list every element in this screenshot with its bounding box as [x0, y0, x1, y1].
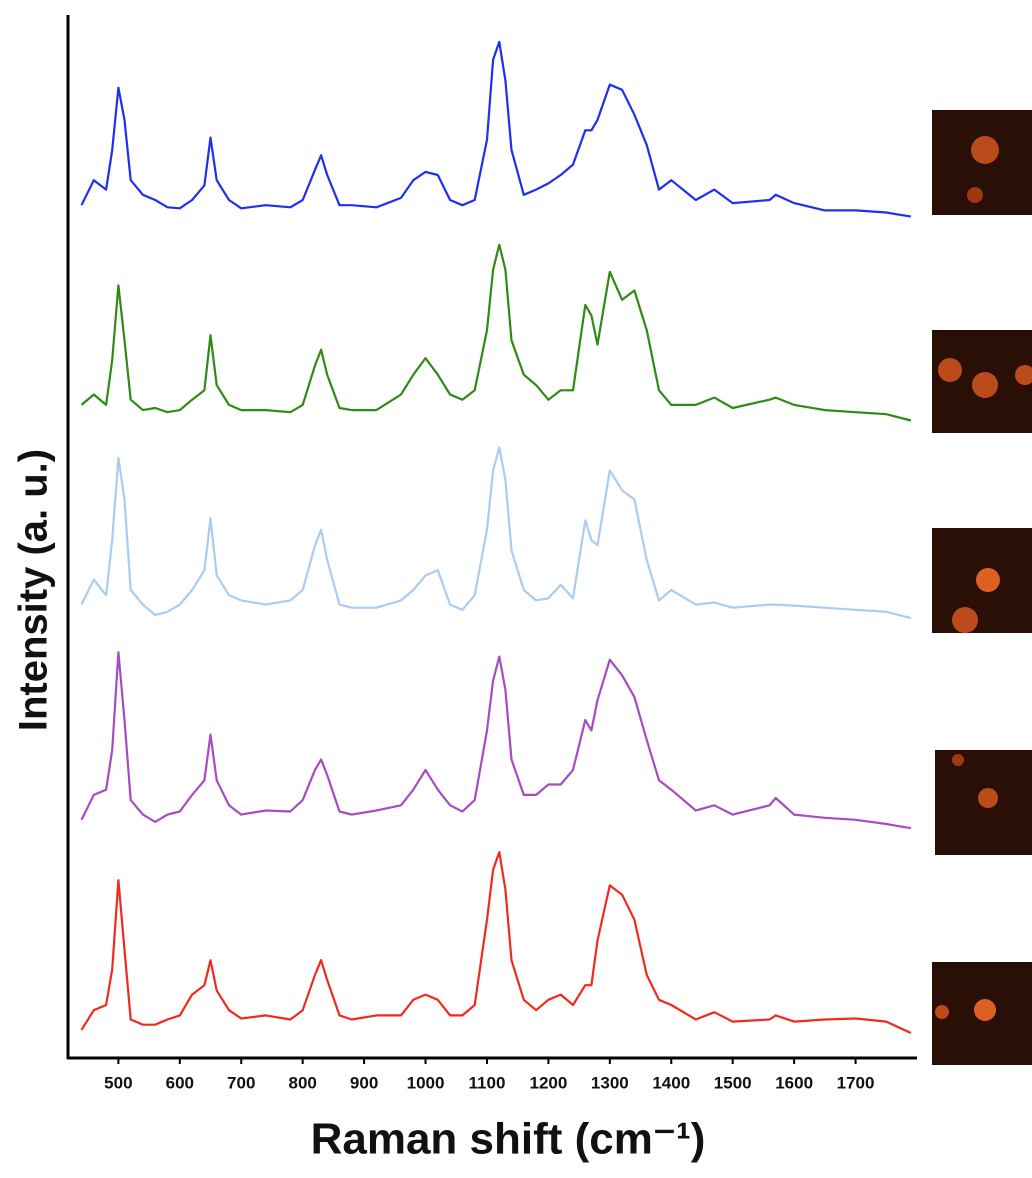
x-tick-label: 500	[104, 1073, 132, 1092]
thumbnail-spot	[967, 187, 983, 203]
x-axis-title: Raman shift (cm⁻¹)	[311, 1115, 706, 1164]
x-tick-label: 600	[166, 1073, 194, 1092]
y-axis-title: Intensity (a. u.)	[12, 449, 56, 731]
x-tick-label: 1200	[529, 1073, 567, 1092]
spectrum-line	[80, 243, 912, 422]
thumbnail-spot	[1015, 365, 1032, 385]
thumbnail-spot	[935, 1005, 949, 1019]
thumbnail-spot	[974, 999, 996, 1021]
thumbnail-spot	[971, 136, 999, 164]
x-tick-label: 1300	[591, 1073, 629, 1092]
x-tick-label: 1500	[714, 1073, 752, 1092]
x-tick-label: 1000	[407, 1073, 445, 1092]
thumbnail-spot	[952, 754, 964, 766]
x-tick-label: 1700	[837, 1073, 875, 1092]
spectrum-line	[80, 651, 912, 830]
thumbnail-spot	[976, 568, 1000, 592]
thumbnail-spot	[978, 788, 998, 808]
spectrum-line	[80, 40, 912, 218]
thumbnails	[932, 110, 1032, 1065]
x-tick-label: 800	[288, 1073, 316, 1092]
x-tick-label: 900	[350, 1073, 378, 1092]
thumbnail-spot	[952, 607, 978, 633]
thumbnail-spot	[938, 358, 962, 382]
spectrum-line	[80, 446, 912, 620]
thumbnail-spot	[972, 372, 998, 398]
x-tick-label: 1400	[652, 1073, 690, 1092]
x-tick-label: 700	[227, 1073, 255, 1092]
x-tick-label: 1100	[469, 1073, 506, 1092]
spectrum-line	[80, 851, 912, 1034]
x-tick-label: 1600	[775, 1073, 813, 1092]
